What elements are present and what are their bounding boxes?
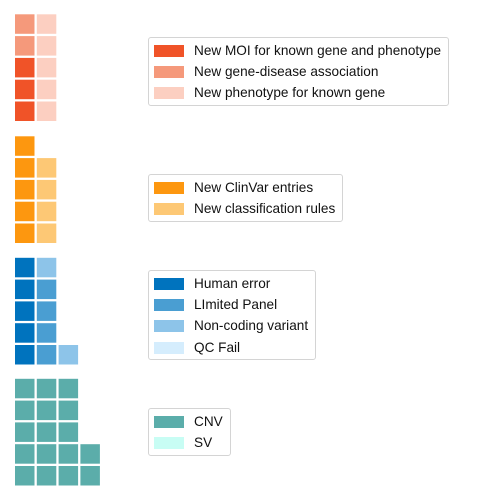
waffle-cell-new-moi-for-known-gene-and-phenotype (15, 57, 35, 78)
legend-label: QC Fail (194, 339, 241, 355)
legend-item-human-error: Human error (154, 273, 308, 294)
waffle-cell-limited-panel (36, 301, 57, 321)
waffle-cell-cnv (36, 422, 57, 442)
waffle-cell-new-gene-disease-association (15, 36, 35, 56)
legend-label: New MOI for known gene and phenotype (194, 42, 442, 58)
waffle-cell-new-classification-rules (36, 179, 57, 200)
legend-4: CNV SV (148, 408, 231, 456)
legend-label: New classification rules (194, 201, 336, 217)
legend-item-limited-panel: LImited Panel (154, 294, 308, 315)
legend-item-non-coding-variant: Non-coding variant (154, 316, 308, 337)
legend-2: New ClinVar entries New classification ru… (148, 174, 344, 222)
waffle-cell-cnv (58, 444, 79, 464)
waffle-cell-limited-panel (36, 323, 57, 343)
legend-label: New ClinVar entries (194, 179, 314, 195)
waffle-cell-cnv (15, 400, 35, 421)
legend-item-sv: SV (154, 432, 223, 453)
waffle-cell-non-coding-variant (36, 257, 57, 278)
legend-swatch (154, 320, 184, 333)
legend-swatch (154, 341, 184, 354)
legend-label: LImited Panel (194, 297, 278, 313)
waffle-cell-limited-panel (36, 279, 57, 300)
legend-swatch (154, 65, 184, 78)
legend-item-new-classification-rules: New classification rules (154, 198, 335, 219)
legend-item-new-gene-disease-association: New gene-disease association (154, 61, 441, 82)
waffle-cell-cnv (15, 422, 35, 442)
waffle-cell-human-error (15, 257, 35, 278)
waffle-cell-cnv (58, 400, 79, 421)
legend-swatch (154, 436, 184, 449)
waffle-cell-cnv (36, 378, 57, 399)
waffle-cell-new-classification-rules (36, 158, 57, 178)
waffle-cell-new-phenotype-for-known-gene (36, 14, 57, 34)
waffle-cell-cnv (15, 378, 35, 399)
waffle-cell-new-gene-disease-association (15, 14, 35, 34)
legend-swatch (154, 298, 184, 311)
waffle-cell-new-clinvar-entries (15, 136, 35, 156)
waffle-cell-cnv (15, 466, 35, 486)
waffle-cell-new-clinvar-entries (15, 201, 35, 222)
waffle-cell-new-classification-rules (36, 223, 57, 243)
waffle-cell-limited-panel (36, 345, 57, 365)
waffle-cell-new-clinvar-entries (15, 223, 35, 243)
legend-label: Non-coding variant (194, 318, 309, 334)
waffle-cell-human-error (15, 345, 35, 365)
waffle-cell-cnv (58, 378, 79, 399)
legend-label: New gene-disease association (194, 64, 379, 80)
legend-label: CNV (194, 413, 223, 429)
legend-swatch (154, 202, 184, 215)
legend-3: Human error LImited Panel Non-coding varia… (148, 270, 317, 361)
legend-1: New MOI for known gene and phenotype New … (148, 37, 450, 106)
waffle-cell-cnv (36, 400, 57, 421)
legend-label: New phenotype for known gene (194, 85, 386, 101)
waffle-cell-cnv (58, 466, 79, 486)
waffle-cell-new-moi-for-known-gene-and-phenotype (15, 101, 35, 121)
waffle-cell-cnv (15, 444, 35, 464)
waffle-cell-new-moi-for-known-gene-and-phenotype (15, 79, 35, 100)
waffle-cell-new-classification-rules (36, 201, 57, 222)
legend-label: Human error (194, 275, 271, 291)
waffle-cell-non-coding-variant (58, 345, 79, 365)
legend-swatch (154, 87, 184, 100)
legend-item-new-moi-for-known-gene-and-phenotype: New MOI for known gene and phenotype (154, 40, 441, 61)
waffle-cell-new-phenotype-for-known-gene (36, 57, 57, 78)
waffle-cell-human-error (15, 279, 35, 300)
waffle-cell-new-phenotype-for-known-gene (36, 79, 57, 100)
legend-item-new-phenotype-for-known-gene: New phenotype for known gene (154, 83, 441, 104)
waffle-cell-human-error (15, 323, 35, 343)
waffle-cell-new-phenotype-for-known-gene (36, 101, 57, 121)
legend-swatch (154, 44, 184, 57)
waffle-cell-cnv (80, 444, 100, 464)
waffle-cell-new-phenotype-for-known-gene (36, 36, 57, 56)
waffle-cell-cnv (80, 466, 100, 486)
waffle-cell-cnv (36, 466, 57, 486)
legend-swatch (154, 415, 184, 428)
legend-swatch (154, 181, 184, 194)
legend-item-cnv: CNV (154, 411, 223, 432)
waffle-cell-new-clinvar-entries (15, 158, 35, 178)
legend-item-qc-fail: QC Fail (154, 337, 308, 358)
waffle-cell-new-clinvar-entries (15, 179, 35, 200)
waffle-cell-cnv (58, 422, 79, 442)
legend-label: SV (194, 435, 213, 451)
legend-item-new-clinvar-entries: New ClinVar entries (154, 177, 335, 198)
legend-swatch (154, 277, 184, 290)
waffle-cell-human-error (15, 301, 35, 321)
waffle-cell-cnv (36, 444, 57, 464)
